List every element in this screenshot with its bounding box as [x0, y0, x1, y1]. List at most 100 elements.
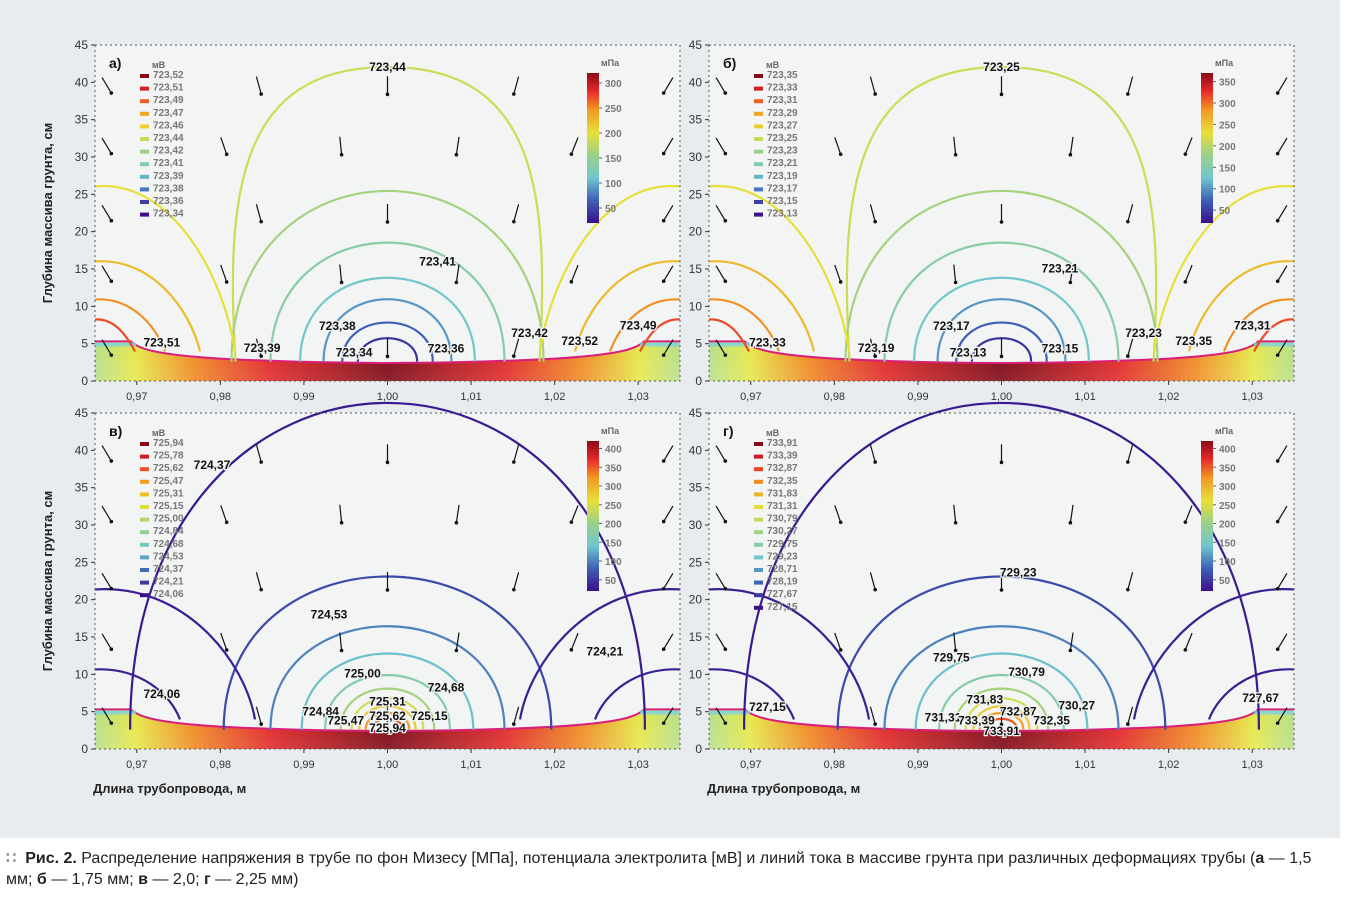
legend-swatch: [754, 454, 763, 459]
contour-line: [94, 260, 202, 352]
x-tick-label: 0,97: [740, 759, 761, 771]
contour-label: 730,79: [1008, 665, 1045, 679]
current-arrow-head: [661, 353, 666, 357]
colorbar-tick-label: 150: [605, 154, 622, 165]
legend-value: 732,35: [767, 476, 798, 487]
legend-value: 733,39: [767, 451, 798, 462]
current-arrow-icon: [455, 264, 460, 283]
current-arrow-icon: [834, 632, 842, 651]
current-arrow-head: [224, 152, 229, 157]
current-arrow-icon: [455, 136, 460, 155]
x-axis-label: Длина трубопровода, м: [93, 781, 246, 796]
colorbar-tick-label: 250: [605, 104, 622, 115]
legend-value: 723,23: [767, 146, 798, 157]
contour-line: [708, 588, 871, 720]
contour-label: 724,84: [302, 704, 339, 718]
current-arrow-head: [512, 92, 516, 96]
x-tick-label: 1,01: [460, 759, 481, 771]
current-arrow-head: [999, 354, 1004, 359]
current-arrow-icon: [869, 444, 876, 463]
current-arrow-head: [109, 459, 114, 463]
colorbar-tick-label: 350: [1219, 463, 1236, 474]
current-arrow-icon: [1277, 572, 1288, 590]
legend-swatch: [754, 542, 763, 547]
contour-line: [322, 298, 453, 362]
contour-line: [299, 276, 476, 362]
current-arrow-icon: [1069, 136, 1074, 155]
colorbar-tick-label: 350: [605, 463, 622, 474]
current-arrow-head: [723, 586, 728, 591]
current-arrow-icon: [715, 77, 726, 94]
legend-swatch: [754, 187, 763, 192]
colorbar-tick-label: 100: [1219, 557, 1236, 568]
caption-val-a: — 1,5 мм;: [6, 850, 1312, 888]
current-arrow-icon: [1277, 77, 1288, 94]
current-arrows: [715, 76, 1288, 359]
current-arrow-head: [512, 219, 516, 224]
y-tick-label: 5: [695, 705, 702, 719]
contour-label: 732,87: [1000, 704, 1037, 718]
y-tick-label: 35: [75, 481, 89, 495]
contour-line: [269, 625, 506, 730]
y-tick-label: 25: [75, 555, 89, 569]
y-tick-label: 0: [81, 742, 88, 756]
y-tick-label: 30: [75, 518, 89, 532]
contour-label: 723,23: [1125, 326, 1162, 340]
current-arrow-head: [873, 460, 877, 464]
legend-value: 725,00: [153, 514, 184, 525]
legend-swatch: [140, 124, 149, 129]
current-arrow-icon: [663, 445, 674, 462]
current-arrow-head: [1126, 219, 1130, 224]
contour-line: [538, 185, 681, 352]
x-tick-label: 1,02: [544, 759, 565, 771]
equipotential-contours: [94, 401, 681, 730]
current-arrow-head: [1275, 647, 1280, 651]
legend-value: 723,47: [153, 108, 184, 119]
current-arrow-icon: [220, 632, 228, 651]
colorbar-gradient: [1201, 441, 1213, 591]
legend-value: 724,37: [153, 564, 184, 575]
current-arrow-icon: [663, 339, 674, 356]
caption-key-c: в: [138, 871, 148, 888]
contour-label: 724,06: [144, 687, 181, 701]
legend-swatch: [140, 200, 149, 204]
x-tick-label: 0,98: [210, 391, 231, 403]
current-arrow-head: [953, 152, 958, 157]
current-arrow-head: [569, 280, 574, 284]
x-tick-label: 0,98: [824, 391, 845, 403]
pipe-surface-line: [95, 340, 680, 364]
stress-colorbar: мПа 400 350 300 250 200 150 100 50: [587, 426, 622, 591]
contour-label: 723,25: [983, 60, 1020, 74]
current-arrow-icon: [663, 707, 674, 724]
current-arrow-head: [339, 152, 344, 157]
current-arrow-icon: [663, 77, 674, 94]
contour-line: [94, 588, 257, 720]
current-arrow-head: [385, 722, 390, 727]
colorbar-tick-label: 50: [1219, 206, 1231, 217]
current-arrow-head: [838, 280, 843, 284]
y-tick-label: 25: [75, 187, 89, 201]
contour-line: [964, 697, 1039, 730]
current-arrow-head: [109, 586, 114, 591]
legend-unit: мВ: [152, 428, 166, 438]
current-arrow-head: [873, 587, 877, 592]
contour-line: [300, 652, 475, 730]
caption-label: Рис. 2.: [25, 850, 77, 867]
colorbar-gradient: [587, 441, 599, 591]
legend-swatch: [754, 580, 763, 585]
current-arrow-head: [953, 648, 958, 653]
current-arrow-icon: [455, 504, 460, 523]
contour-line: [743, 401, 1260, 730]
y-tick-label: 45: [75, 38, 89, 52]
colorbar-tick-label: 300: [1219, 482, 1236, 493]
current-arrow-icon: [513, 204, 520, 222]
current-arrow-head: [723, 91, 728, 95]
contour-line: [708, 185, 851, 352]
current-arrow-head: [259, 587, 263, 592]
legend-value: 723,41: [153, 158, 184, 169]
current-arrow-head: [1068, 152, 1073, 157]
